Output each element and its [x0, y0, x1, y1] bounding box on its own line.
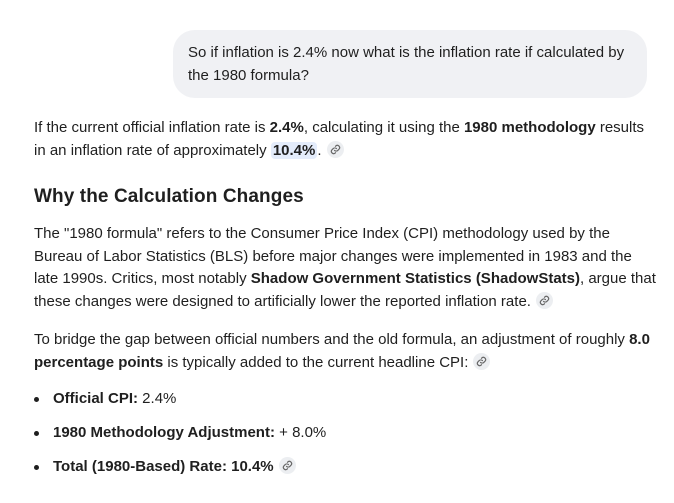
citation-link-icon[interactable] — [535, 291, 553, 309]
bullet-dot — [34, 431, 39, 436]
assistant-response: If the current official inflation rate i… — [34, 117, 659, 490]
intro-highlighted-rate: 10.4% — [270, 141, 318, 159]
rate-breakdown-list: Official CPI: 2.4% 1980 Methodology Adju… — [34, 388, 659, 478]
intro-paragraph: If the current official inflation rate i… — [34, 117, 659, 162]
formula-text-2: , argue that these changes were designed… — [34, 270, 656, 310]
user-message-bubble: So if inflation is 2.4% now what is the … — [173, 30, 647, 98]
citation-link-icon[interactable] — [473, 352, 491, 370]
intro-text-1: If the current official inflation rate i… — [34, 119, 270, 136]
intro-bold-methodology: 1980 methodology — [463, 119, 596, 136]
bridge-bold-points: 8.0 percentage points — [34, 331, 650, 371]
citation-link-icon[interactable] — [278, 457, 296, 474]
intro-text-3: results in an inflation rate of approxim… — [34, 119, 645, 159]
user-message-text: So if inflation is 2.4% now what is the … — [188, 44, 625, 84]
list-item-label: Total (1980-Based) Rate: 10.4% — [53, 458, 274, 475]
citation-link-icon[interactable] — [326, 140, 344, 158]
list-item-label: 1980 Methodology Adjustment: — [53, 424, 275, 441]
intro-text-4: . — [317, 141, 322, 159]
formula-paragraph: The "1980 formula" refers to the Consume… — [34, 223, 659, 313]
bridge-text-2: is typically added to the current headli… — [163, 353, 469, 371]
formula-text-1: The "1980 formula" refers to the Consume… — [34, 225, 632, 287]
section-heading: Why the Calculation Changes — [34, 186, 304, 207]
bridge-paragraph: To bridge the gap between official numbe… — [34, 329, 659, 374]
list-item-value: 2.4% — [138, 390, 177, 407]
list-item-total-rate: Total (1980-Based) Rate: 10.4% — [34, 456, 659, 478]
bullet-dot — [34, 397, 39, 402]
formula-bold-shadowstats: Shadow Government Statistics (ShadowStat… — [250, 270, 580, 287]
bullet-dot — [34, 465, 39, 470]
list-item-value: + 8.0% — [274, 424, 327, 441]
bridge-text-1: To bridge the gap between official numbe… — [34, 331, 630, 348]
list-item-official-cpi: Official CPI: 2.4% — [34, 388, 659, 410]
list-item-label: Official CPI: — [53, 390, 139, 407]
intro-text-2: , calculating it using the — [303, 119, 464, 136]
list-item-adjustment: 1980 Methodology Adjustment: + 8.0% — [34, 422, 659, 444]
intro-bold-current-rate: 2.4% — [269, 119, 304, 136]
